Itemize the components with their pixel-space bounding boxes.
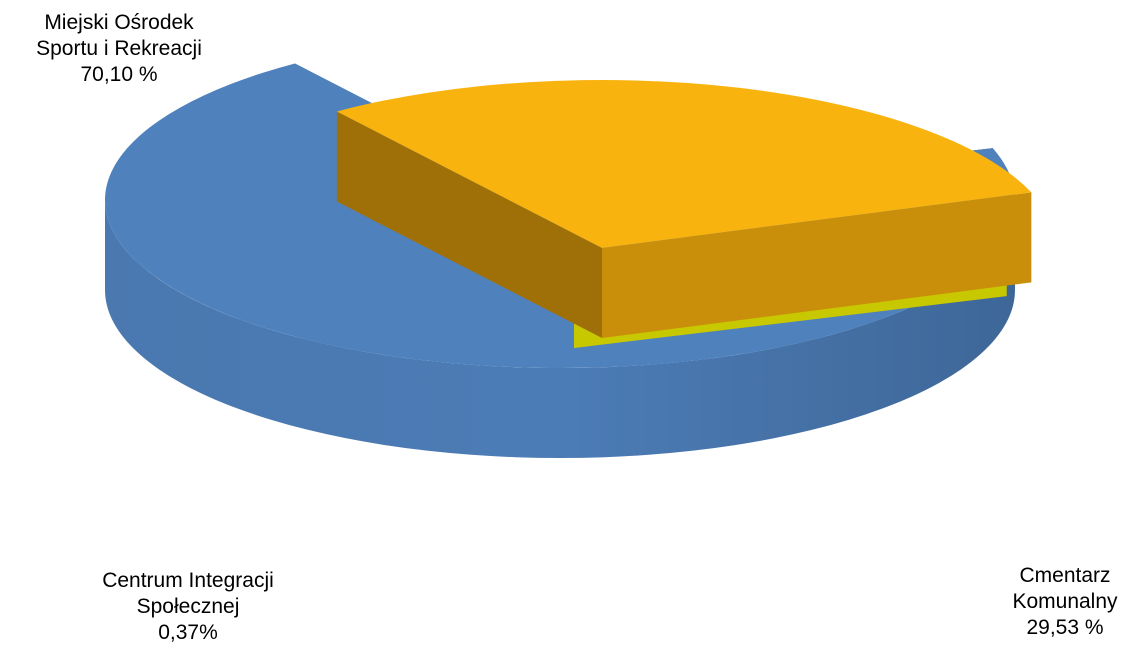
- slice-label-cmentarz: Cmentarz Komunalny 29,53 %: [990, 563, 1140, 641]
- slice-back-face-cmentarz: [336, 111, 602, 338]
- slice-value-centrum: 0,37%: [158, 621, 218, 644]
- slice-label-cmentarz-line1: Cmentarz: [1019, 564, 1111, 587]
- slice-value-cmentarz: 29,53 %: [1026, 616, 1104, 639]
- slice-cut-face-cmentarz: [602, 192, 1032, 338]
- slice-label-centrum: Centrum Integracji Społecznej 0,37%: [58, 568, 318, 646]
- slice-label-mosir-line1: Miejski Ośrodek: [44, 11, 194, 34]
- slice-label-mosir: Miejski Ośrodek Sportu i Rekreacji 70,10…: [0, 10, 238, 88]
- slice-side-mosir: [105, 200, 1015, 458]
- slice-label-centrum-line2: Społecznej: [136, 595, 240, 618]
- slice-label-cmentarz-line2: Komunalny: [1012, 590, 1118, 613]
- pie-slice-cmentarz: [336, 80, 1032, 338]
- slice-top-cmentarz: [336, 80, 1032, 248]
- slice-label-mosir-line2: Sportu i Rekreacji: [36, 37, 202, 60]
- slice-label-centrum-line1: Centrum Integracji: [102, 569, 274, 592]
- slice-value-mosir: 70,10 %: [80, 63, 158, 86]
